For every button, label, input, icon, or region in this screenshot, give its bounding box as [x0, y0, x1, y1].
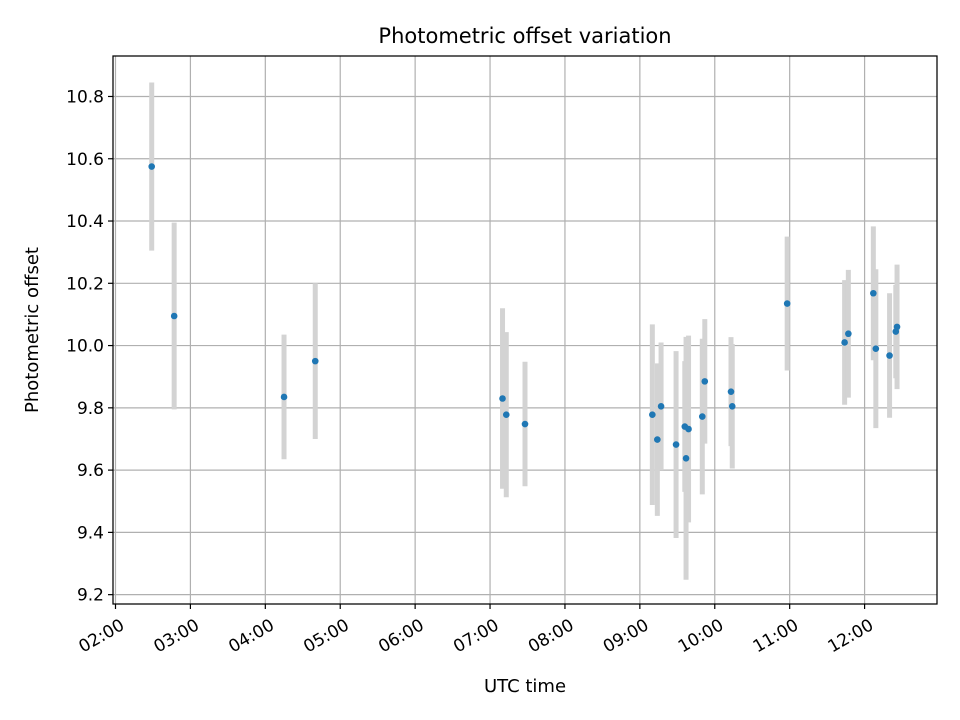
y-tick-label: 9.2: [77, 586, 104, 606]
y-tick-label: 10.2: [66, 274, 104, 294]
data-point: [672, 441, 680, 448]
data-point: [783, 300, 791, 307]
y-tick-label: 10.6: [66, 150, 104, 170]
data-point: [280, 393, 288, 401]
data-point: [502, 411, 510, 418]
data-point: [657, 402, 665, 410]
y-tick-label: 10.4: [66, 212, 104, 232]
y-tick-label: 9.4: [77, 523, 104, 543]
data-point: [872, 345, 880, 352]
y-tick-label: 10.0: [66, 337, 104, 357]
plot-frame: [112, 55, 938, 605]
y-axis-label: Photometric offset: [22, 247, 43, 413]
y-tick-label: 9.8: [77, 399, 104, 419]
data-point: [170, 312, 178, 320]
chart-title: Photometric offset variation: [378, 24, 671, 48]
data-point: [870, 289, 877, 297]
data-point: [845, 330, 852, 338]
data-point: [649, 411, 656, 418]
x-axis-label: UTC time: [484, 676, 566, 697]
data-point: [654, 436, 661, 443]
y-tick-label: 10.8: [66, 87, 104, 107]
data-point: [893, 323, 901, 331]
data-point: [521, 420, 529, 428]
data-point: [728, 402, 736, 410]
data-point: [148, 163, 156, 170]
data-point: [682, 454, 690, 462]
data-point: [727, 388, 735, 395]
data-point: [685, 425, 692, 433]
y-tick-layer: 9.2 9.4 9.6 9.8 10.0 10.2 10.4 10.6 10.8: [66, 87, 113, 606]
data-point: [841, 339, 848, 346]
data-point: [701, 378, 709, 385]
point-layer: [148, 163, 901, 462]
data-point: [311, 357, 319, 365]
data-point: [499, 395, 506, 402]
data-point: [698, 413, 706, 420]
data-point: [886, 352, 893, 359]
y-tick-label: 9.6: [77, 461, 104, 481]
